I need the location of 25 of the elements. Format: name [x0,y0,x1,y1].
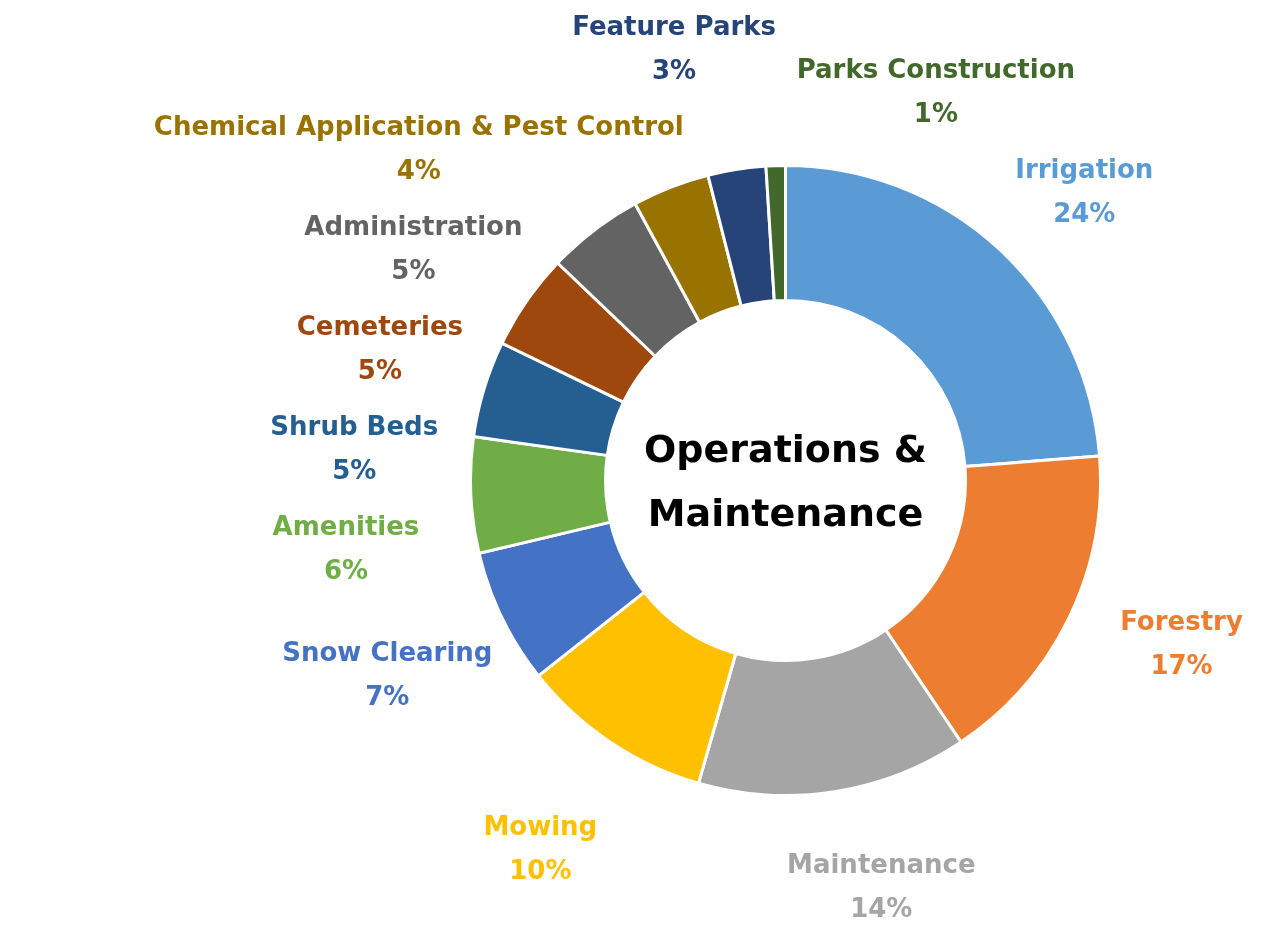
slice-label: Cemeteries [296,310,464,341]
slice-label: Maintenance [787,848,976,879]
data-label: 24% [1053,197,1116,228]
data-label: 5% [391,254,436,285]
slice-label: Snow Clearing [282,637,493,668]
slice-label: Forestry [1120,605,1243,636]
data-label: 4% [396,154,441,185]
data-label: 14% [850,892,913,923]
data-label: 6% [323,554,369,585]
text: Operations & Maintenance [644,426,927,535]
data-label: 1% [913,97,958,128]
data-label: 17% [1150,649,1213,680]
slice-label: Chemical Application & Pest Control [153,110,684,141]
data-label: 10% [509,854,572,885]
slice-label: Mowing [483,810,598,841]
slice-label: Feature Parks [572,10,777,41]
data-label: 3% [652,54,697,85]
data-label: 5% [357,354,402,385]
data-label: 5% [332,454,377,485]
slice-label: Irrigation [1015,153,1154,184]
data-label: 7% [365,681,410,712]
slice-label: Amenities [272,510,420,541]
slice-label: Administration [304,210,523,241]
slice-label: Parks Construction [796,53,1076,84]
slice-label: Shrub Beds [270,410,439,441]
